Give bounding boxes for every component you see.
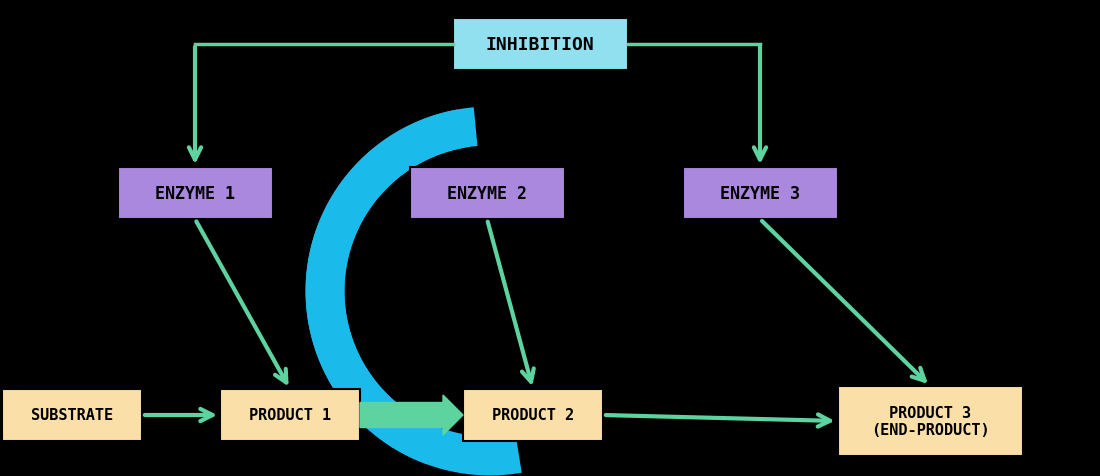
FancyBboxPatch shape bbox=[837, 386, 1023, 456]
Text: ENZYME 1: ENZYME 1 bbox=[155, 185, 235, 203]
Text: ENZYME 2: ENZYME 2 bbox=[447, 185, 527, 203]
Text: INHIBITION: INHIBITION bbox=[485, 36, 594, 54]
FancyBboxPatch shape bbox=[463, 389, 603, 441]
Text: PRODUCT 1: PRODUCT 1 bbox=[249, 407, 331, 423]
Text: ENZYME 3: ENZYME 3 bbox=[720, 185, 800, 203]
FancyBboxPatch shape bbox=[2, 389, 142, 441]
Text: SUBSTRATE: SUBSTRATE bbox=[31, 407, 113, 423]
Text: PRODUCT 2: PRODUCT 2 bbox=[492, 407, 574, 423]
FancyArrow shape bbox=[360, 395, 463, 435]
FancyBboxPatch shape bbox=[452, 19, 627, 71]
Text: PRODUCT 3
(END-PRODUCT): PRODUCT 3 (END-PRODUCT) bbox=[871, 405, 989, 437]
FancyBboxPatch shape bbox=[409, 168, 564, 219]
FancyBboxPatch shape bbox=[118, 168, 273, 219]
FancyBboxPatch shape bbox=[220, 389, 360, 441]
FancyBboxPatch shape bbox=[682, 168, 837, 219]
